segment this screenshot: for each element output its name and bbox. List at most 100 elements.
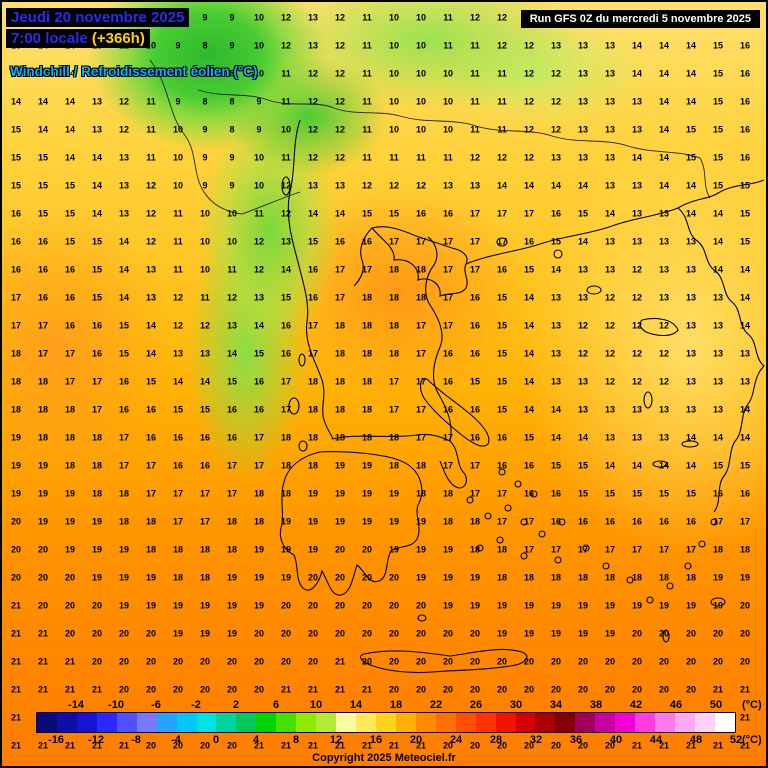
- temp-value: 14: [685, 208, 697, 219]
- temp-value: 19: [226, 600, 238, 611]
- temp-value: 15: [91, 292, 103, 303]
- legend-unit-bottom: (°C): [742, 734, 762, 746]
- temp-value: 15: [37, 180, 49, 191]
- temp-value: 13: [658, 264, 670, 275]
- temp-value: 14: [577, 180, 589, 191]
- temp-value: 17: [739, 516, 751, 527]
- temp-value: 15: [10, 124, 22, 135]
- temp-value: 10: [226, 208, 238, 219]
- temp-value: 15: [280, 292, 292, 303]
- legend-color-swatch: [196, 713, 217, 732]
- legend-tick-label: 46: [669, 699, 683, 711]
- temp-value: 17: [388, 376, 400, 387]
- temp-value: 16: [469, 432, 481, 443]
- time-label: 7:00 locale (+366h): [6, 29, 150, 49]
- temp-value: 13: [199, 348, 211, 359]
- temp-value: 21: [118, 740, 130, 751]
- temp-value: 10: [172, 180, 184, 191]
- temp-value: 19: [415, 544, 427, 555]
- temp-value: 13: [712, 376, 724, 387]
- temp-value: 12: [280, 180, 292, 191]
- temp-value: 18: [64, 460, 76, 471]
- temp-value: 19: [388, 488, 400, 499]
- temp-value: 15: [496, 320, 508, 331]
- temp-value: 14: [37, 96, 49, 107]
- legend-color-swatch: [714, 713, 735, 732]
- temp-value: 20: [64, 572, 76, 583]
- temp-value: 11: [200, 292, 210, 303]
- temp-value: 13: [685, 348, 697, 359]
- temp-value: 20: [739, 628, 751, 639]
- temp-value: 21: [10, 740, 22, 751]
- temp-value: 12: [280, 208, 292, 219]
- temp-value: 17: [604, 544, 616, 555]
- temp-value: 20: [523, 740, 535, 751]
- temp-value: 21: [685, 740, 697, 751]
- temp-value: 15: [604, 488, 616, 499]
- legend-tick-label: 2: [232, 699, 240, 711]
- temp-value: 19: [64, 544, 76, 555]
- legend-tick-label: 14: [349, 699, 363, 711]
- temp-value: 12: [469, 152, 481, 163]
- temp-value: 17: [226, 488, 238, 499]
- temp-value: 13: [604, 68, 616, 79]
- temp-value: 19: [145, 572, 157, 583]
- temp-value: 17: [172, 516, 184, 527]
- temp-value: 20: [199, 656, 211, 667]
- temp-value: 20: [199, 684, 211, 695]
- legend-tick-label: 4: [252, 734, 260, 746]
- temp-value: 19: [496, 600, 508, 611]
- temp-value: 14: [523, 180, 535, 191]
- temp-value: 18: [10, 404, 22, 415]
- temp-value: 18: [415, 460, 427, 471]
- temp-value: 20: [253, 684, 265, 695]
- temp-value: 13: [658, 208, 670, 219]
- temp-value: 14: [739, 264, 751, 275]
- temp-value: 9: [256, 124, 262, 135]
- temp-value: 18: [388, 460, 400, 471]
- temp-value: 21: [37, 740, 49, 751]
- legend-color-swatch: [316, 713, 337, 732]
- temp-value: 19: [334, 460, 346, 471]
- temp-value: 13: [631, 180, 643, 191]
- temp-value: 15: [496, 292, 508, 303]
- temp-value: 15: [361, 208, 373, 219]
- temp-value: 10: [253, 152, 265, 163]
- temp-value: 15: [550, 236, 562, 247]
- temp-value: 17: [253, 460, 265, 471]
- temp-value: 18: [415, 488, 427, 499]
- temp-value: 20: [415, 684, 427, 695]
- temp-value: 13: [307, 12, 319, 23]
- legend-tick-label: 16: [369, 734, 383, 746]
- temp-value: 12: [604, 348, 616, 359]
- temp-value: 12: [307, 124, 319, 135]
- temp-value: 8: [229, 96, 235, 107]
- temp-value: 13: [550, 152, 562, 163]
- legend-color-swatch: [555, 713, 576, 732]
- temp-value: 13: [712, 320, 724, 331]
- legend-tick-label: -16: [48, 734, 64, 746]
- temp-value: 21: [10, 684, 22, 695]
- temp-value: 16: [334, 236, 346, 247]
- legend-color-swatch: [276, 713, 297, 732]
- temp-value: 11: [254, 208, 264, 219]
- temp-value: 11: [443, 152, 453, 163]
- temp-value: 20: [496, 656, 508, 667]
- temp-value: 13: [604, 264, 616, 275]
- temp-value: 18: [577, 572, 589, 583]
- temp-value: 12: [523, 96, 535, 107]
- temp-value: 13: [712, 292, 724, 303]
- temp-value: 16: [64, 320, 76, 331]
- temp-value: 11: [173, 208, 183, 219]
- legend-tick-label: 32: [529, 734, 543, 746]
- temp-value: 21: [334, 656, 346, 667]
- temp-value: 19: [388, 516, 400, 527]
- temp-value: 13: [550, 40, 562, 51]
- temp-value: 17: [64, 376, 76, 387]
- temp-value: 19: [199, 628, 211, 639]
- temp-value: 19: [550, 628, 562, 639]
- temp-value: 18: [361, 320, 373, 331]
- temp-value: 19: [712, 600, 724, 611]
- temp-value: 15: [64, 180, 76, 191]
- temp-value: 16: [280, 320, 292, 331]
